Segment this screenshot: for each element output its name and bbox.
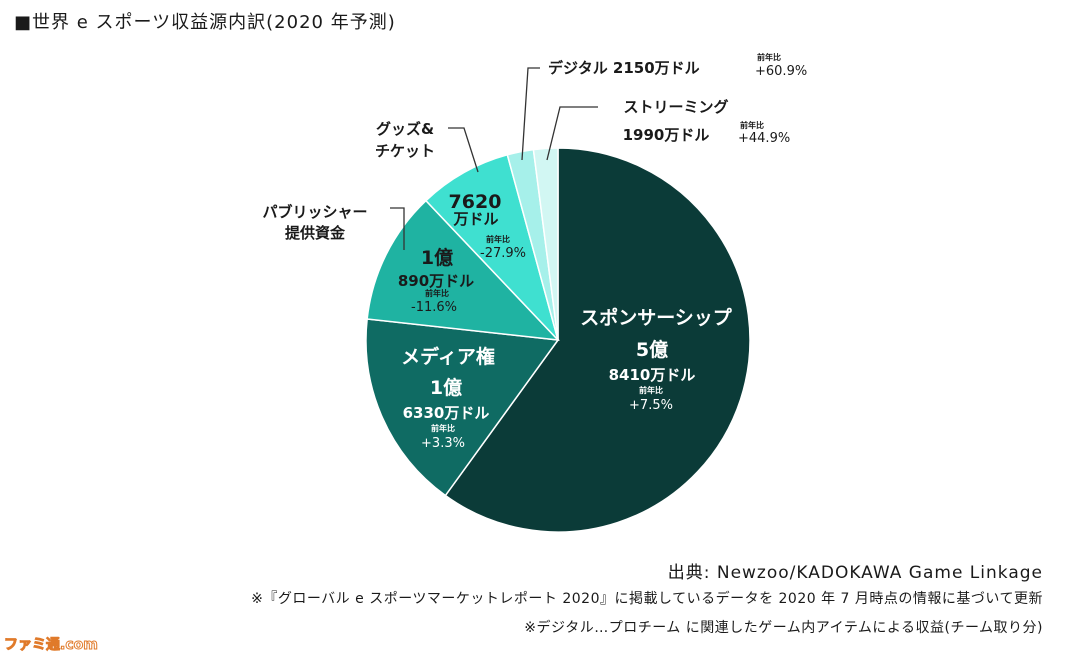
slice-label-sponsorship: スポンサーシップ [580, 306, 733, 329]
leader-line-goods [448, 127, 479, 173]
slice-yoy-digital: +60.9% [755, 64, 807, 79]
slice-label-digital: デジタル 2150万ドル [548, 59, 700, 77]
slice-yoy-label-streaming: 前年比 [740, 120, 764, 130]
slice-label-goods-2: チケット [375, 142, 435, 160]
site-watermark-logo: ファミ通.com [4, 637, 99, 654]
slice-yoy-publisher: -11.6% [411, 300, 457, 315]
slice-yoy-label-digital: 前年比 [757, 52, 781, 62]
slice-amount-sponsorship-2: 8410万ドル [609, 366, 696, 384]
leader-line-streaming [546, 106, 598, 161]
slice-yoy-label-media: 前年比 [431, 423, 455, 433]
slice-yoy-media: +3.3% [421, 436, 465, 451]
slice-amount-media-2: 6330万ドル [403, 404, 490, 422]
leader-line-publisher [390, 207, 405, 250]
slice-amount-publisher-2: 890万ドル [398, 272, 474, 290]
slice-yoy-streaming: +44.9% [738, 131, 790, 146]
slice-label-goods-1: グッズ& [376, 120, 434, 138]
slice-yoy-goods: -27.9% [480, 246, 526, 261]
pie-slice-2 [366, 199, 560, 341]
slice-label-publisher-1: パブリッシャー [262, 203, 367, 221]
slice-amount-goods-2: 万ドル [452, 210, 498, 228]
pie-slice-3 [424, 153, 559, 341]
slice-label-streaming: ストリーミング [623, 98, 728, 116]
footnote-update: ※『グローバル e スポーツマーケットレポート 2020』に掲載しているデータを… [251, 591, 1043, 607]
pie-slice-0 [444, 147, 751, 533]
slice-amount-streaming: 1990万ドル [623, 126, 710, 144]
source-credit: 出典: Newzoo/KADOKAWA Game Linkage [667, 563, 1043, 583]
footnote-digital: ※デジタル…プロチーム に関連したゲーム内アイテムによる収益(チーム取り分) [524, 620, 1043, 636]
chart-title: ■世界 e スポーツ収益源内訳(2020 年予測) [14, 12, 396, 33]
slice-yoy-label-sponsorship: 前年比 [639, 385, 663, 395]
slice-yoy-sponsorship: +7.5% [629, 398, 673, 413]
slice-label-publisher-2: 提供資金 [285, 224, 346, 242]
pie-chart: スポンサーシップ5億8410万ドル前年比+7.5%メディア権1億6330万ドル前… [262, 52, 807, 533]
slice-yoy-label-goods: 前年比 [486, 234, 510, 244]
slice-amount-publisher-1: 1億 [421, 246, 453, 269]
pie-slice-1 [365, 318, 560, 497]
slice-yoy-label-publisher: 前年比 [425, 288, 449, 298]
slice-amount-goods-1: 7620 [449, 191, 502, 213]
leader-line-digital [521, 67, 540, 161]
slice-label-media: メディア権 [401, 345, 495, 368]
slice-amount-sponsorship-1: 5億 [636, 338, 668, 361]
slice-amount-media-1: 1億 [430, 376, 462, 399]
pie-slice-5 [532, 147, 559, 341]
